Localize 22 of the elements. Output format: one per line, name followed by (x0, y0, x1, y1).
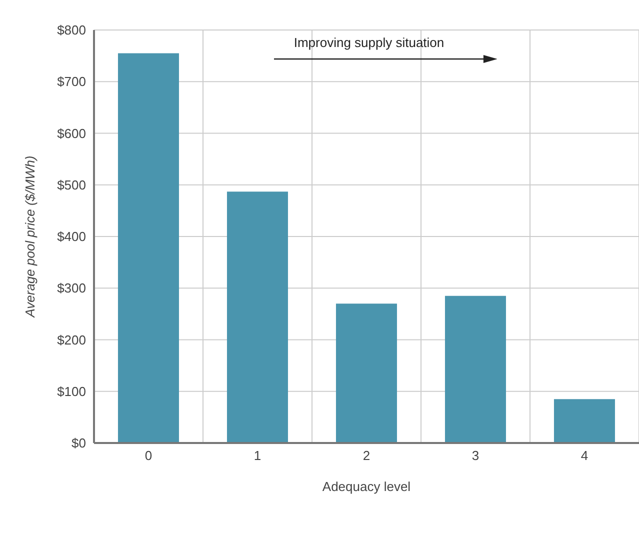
x-axis-title: Adequacy level (322, 479, 411, 494)
bar (226, 192, 288, 443)
x-tick-label: 3 (472, 448, 480, 464)
y-tick-label: $100 (57, 384, 86, 399)
y-tick-label: $300 (57, 280, 86, 296)
y-tick-label: $0 (72, 436, 86, 451)
y-tick-label: $500 (57, 177, 86, 192)
bar (444, 296, 506, 443)
annotation: Improving supply situation (294, 35, 444, 50)
y-tick-label: $400 (57, 229, 86, 244)
y-tick-label: $700 (57, 74, 86, 90)
bar (118, 53, 179, 443)
y-tick-label: $800 (57, 22, 86, 38)
y-tick-label: $600 (57, 126, 86, 141)
y-axis-title: Average pool price ($/MWh) (22, 156, 38, 318)
x-tick-label: 1 (254, 448, 262, 464)
x-tick-label: 2 (362, 448, 370, 464)
x-tick-label: 0 (144, 448, 152, 464)
bar (336, 304, 397, 443)
bar (554, 399, 615, 443)
x-tick-label: 4 (580, 448, 588, 464)
y-tick-label: $200 (57, 332, 86, 348)
